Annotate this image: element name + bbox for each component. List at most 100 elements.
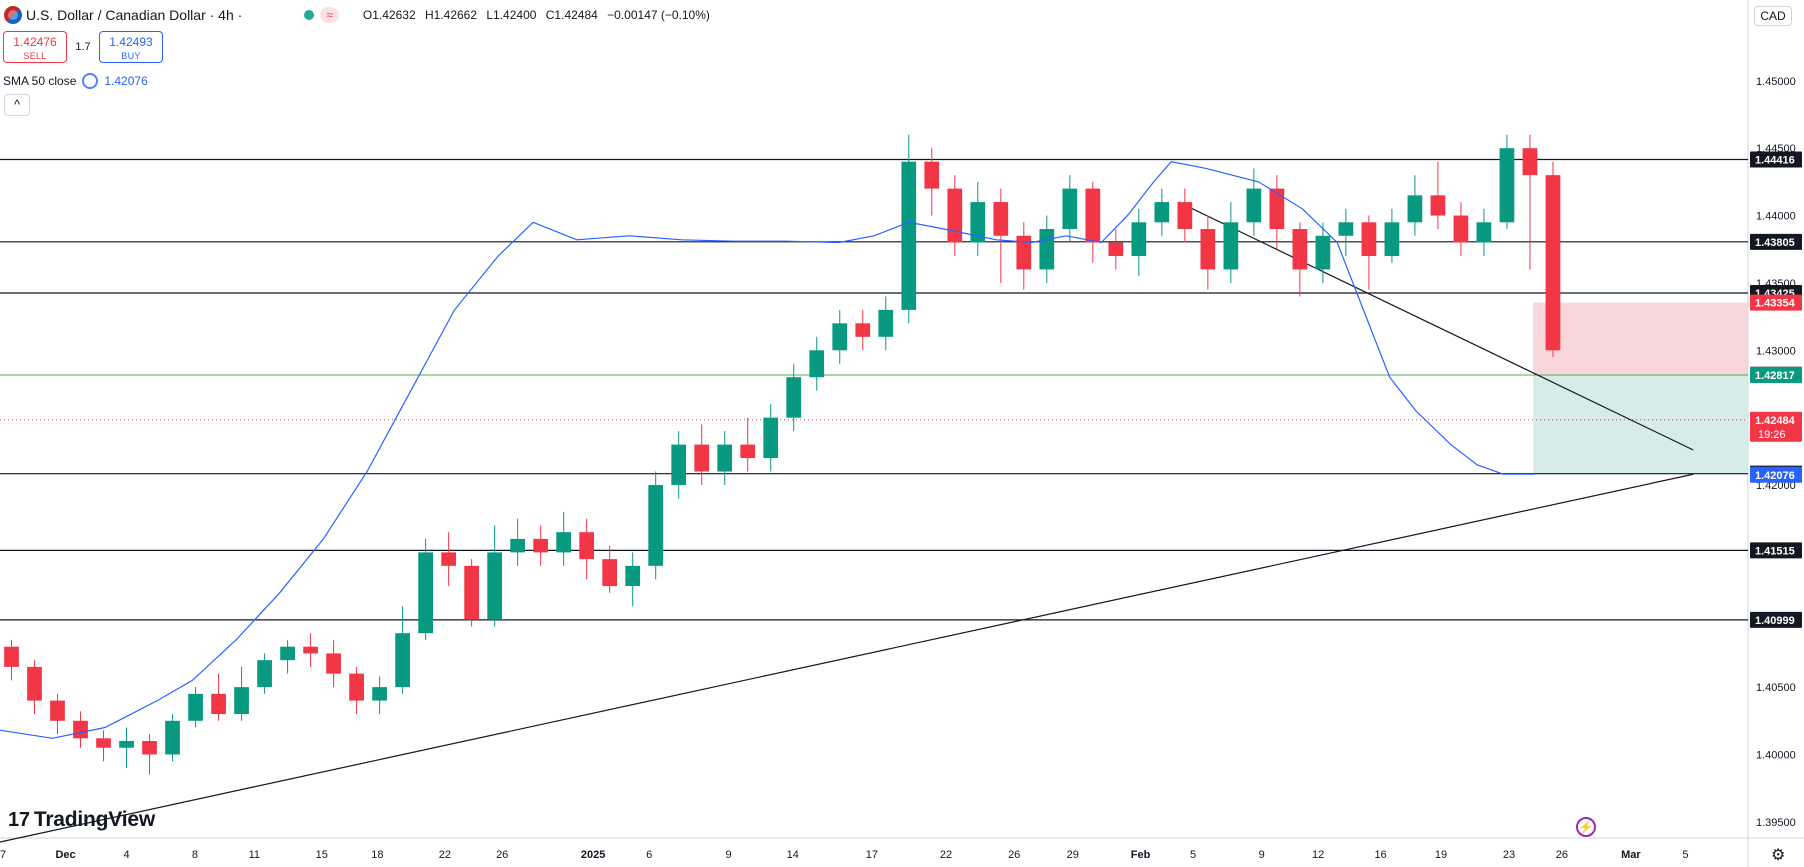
candle-body bbox=[579, 532, 595, 560]
candle-body bbox=[1545, 175, 1561, 351]
candle bbox=[1384, 208, 1400, 263]
time-tick-label: 12 bbox=[1312, 849, 1324, 861]
price-badge-last: 1.42484 19:26 bbox=[1750, 411, 1802, 442]
time-tick-label: 22 bbox=[439, 849, 451, 861]
candle bbox=[1108, 229, 1124, 270]
time-tick-label: 23 bbox=[1503, 849, 1515, 861]
candle-body bbox=[1200, 229, 1216, 270]
candle-body bbox=[878, 309, 894, 337]
time-tick-label: 29 bbox=[1067, 849, 1079, 861]
price-badge-level: 1.43805 bbox=[1750, 233, 1802, 250]
candle bbox=[809, 336, 825, 391]
candle bbox=[372, 676, 387, 715]
bolt-icon[interactable]: ⚡ bbox=[1576, 817, 1596, 837]
candle bbox=[280, 639, 295, 674]
candle bbox=[1430, 161, 1446, 230]
price-tick-label: 1.45000 bbox=[1756, 76, 1796, 88]
candle-body bbox=[1361, 222, 1377, 256]
candle-body bbox=[303, 646, 318, 654]
candle-body bbox=[1039, 229, 1055, 270]
price-badge-text: 1.42076 bbox=[1755, 470, 1795, 482]
sma-50-line bbox=[0, 161, 1535, 739]
candle-body bbox=[1384, 222, 1400, 256]
candle bbox=[73, 711, 88, 748]
candle bbox=[349, 666, 364, 715]
candle bbox=[27, 660, 42, 715]
time-axis[interactable]: 27 Dec 4 8 11 15 18 22 26 2025 6 9 14 17 22 26 29 Feb 5 9 12… bbox=[0, 849, 1688, 861]
candle-body bbox=[717, 444, 733, 472]
time-tick-label: 5 bbox=[1190, 849, 1196, 861]
candle bbox=[625, 552, 641, 607]
candle-body bbox=[855, 323, 871, 337]
chevron-up-icon[interactable]: ^ bbox=[4, 94, 30, 116]
candle bbox=[510, 518, 526, 566]
price-badge-level: 1.44416 bbox=[1750, 151, 1802, 168]
candle-body bbox=[625, 565, 641, 587]
buy-button[interactable]: 1.42493 BUY bbox=[99, 31, 163, 63]
price-tick-label: 1.42000 bbox=[1756, 480, 1796, 492]
market-status[interactable]: ≈ bbox=[304, 7, 339, 23]
time-tick-label: 6 bbox=[646, 849, 652, 861]
candle bbox=[326, 639, 341, 688]
candle bbox=[50, 693, 65, 735]
candle-body bbox=[740, 444, 756, 459]
candle-body bbox=[1292, 229, 1308, 270]
candle-body bbox=[694, 444, 710, 472]
candle-body bbox=[4, 646, 19, 667]
price-badge-bg bbox=[1750, 366, 1802, 383]
spread-value: 1.7 bbox=[75, 41, 91, 53]
candle bbox=[303, 633, 318, 667]
candle bbox=[96, 730, 111, 762]
market-open-icon bbox=[304, 10, 315, 20]
price-badge-text: 1.43354 bbox=[1755, 298, 1796, 310]
price-badge-stop: 1.43354 bbox=[1750, 294, 1802, 311]
candle bbox=[1269, 175, 1285, 250]
time-tick-label: 16 bbox=[1374, 849, 1386, 861]
symbol-title[interactable]: U.S. Dollar / Canadian Dollar · 4h · bbox=[26, 7, 243, 23]
candle bbox=[740, 417, 756, 472]
time-tick-label: 5 bbox=[1682, 849, 1688, 861]
candle bbox=[188, 687, 203, 728]
candle-body bbox=[73, 720, 88, 739]
candle bbox=[1154, 188, 1170, 236]
trendline-lower-uptrend bbox=[0, 473, 1694, 843]
settings-gear-icon[interactable]: ⚙ bbox=[1771, 847, 1786, 864]
time-tick-label: 27 bbox=[0, 849, 6, 861]
candle-body bbox=[832, 323, 848, 351]
candle-body bbox=[947, 188, 963, 243]
candle bbox=[418, 538, 433, 640]
candle bbox=[1200, 215, 1216, 290]
time-tick-label: 14 bbox=[787, 849, 799, 861]
candle-body bbox=[809, 350, 825, 378]
candle bbox=[1039, 215, 1055, 283]
indicator-legend[interactable]: SMA 50 close 1.42076 bbox=[3, 73, 148, 89]
candle-body bbox=[27, 666, 42, 701]
delayed-data-badge[interactable]: ≈ bbox=[320, 7, 339, 23]
candle bbox=[1223, 202, 1239, 283]
time-tick-label: 17 bbox=[866, 849, 878, 861]
candle bbox=[464, 559, 480, 627]
time-tick-label: 22 bbox=[940, 849, 952, 861]
price-tick-label: 1.43000 bbox=[1756, 345, 1796, 357]
candle bbox=[1177, 188, 1193, 243]
candle-body bbox=[602, 559, 618, 587]
flag-icon bbox=[4, 6, 22, 24]
candle-body bbox=[763, 417, 779, 459]
candle bbox=[1292, 222, 1308, 297]
price-axis[interactable]: 1.450001.445001.440001.435001.430001.425… bbox=[1750, 76, 1802, 829]
candle bbox=[165, 714, 180, 762]
time-tick-label: Dec bbox=[55, 849, 75, 861]
sell-button[interactable]: 1.42476 SELL bbox=[3, 31, 67, 63]
trendlines[interactable] bbox=[0, 201, 1694, 843]
candle bbox=[257, 653, 272, 694]
currency-button[interactable]: CAD bbox=[1754, 6, 1792, 26]
candle-body bbox=[1108, 242, 1124, 256]
time-tick-label: 15 bbox=[316, 849, 328, 861]
candle bbox=[1522, 134, 1538, 270]
loading-icon bbox=[82, 73, 99, 89]
buy-label: BUY bbox=[121, 51, 141, 61]
tradingview-logo[interactable]: 17 TradingView bbox=[8, 808, 155, 832]
candle-body bbox=[1522, 148, 1538, 176]
time-tick-label: 19 bbox=[1435, 849, 1447, 861]
